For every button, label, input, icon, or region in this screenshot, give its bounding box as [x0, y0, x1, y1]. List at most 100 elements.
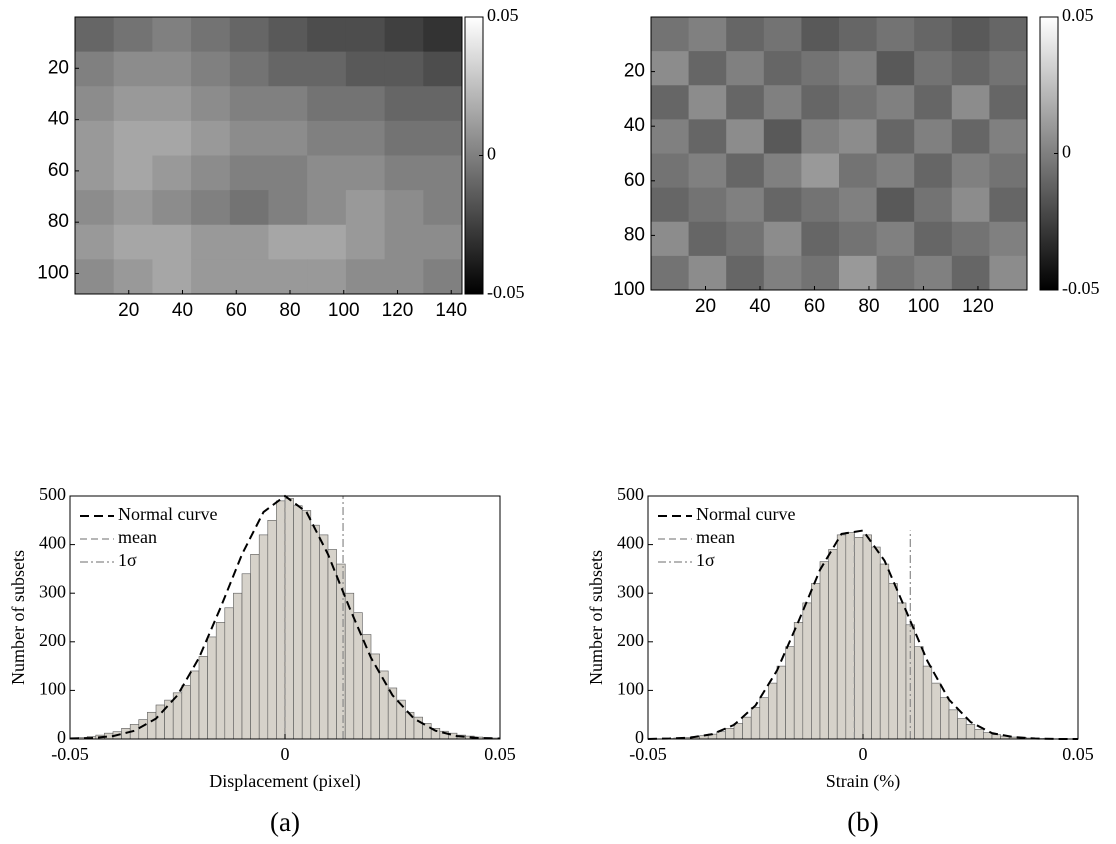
histogram-bar: [965, 724, 976, 740]
y-tick-label: 400: [617, 533, 644, 553]
colorbar-tick-label: 0: [487, 144, 496, 164]
heatmap-cell: [268, 17, 308, 53]
heatmap-cell: [651, 153, 690, 189]
y-tick-label: 500: [39, 484, 66, 504]
heatmap-cell: [763, 255, 802, 291]
x-tick-label: 100: [908, 296, 940, 317]
heatmap-cell: [651, 119, 690, 154]
y-tick-label: 500: [617, 484, 644, 504]
histogram-bar: [215, 622, 226, 740]
x-tick-label: 80: [279, 300, 300, 321]
heatmap-cell: [876, 221, 915, 257]
heatmap-cell: [229, 120, 269, 156]
heatmap-cell: [651, 221, 690, 257]
heatmap-cell: [914, 153, 953, 189]
heatmap-cell: [268, 51, 308, 87]
heatmap-cell: [113, 224, 153, 260]
histogram-bar: [914, 646, 924, 740]
heatmap-cell: [345, 120, 386, 156]
y-tick-label: 100: [37, 262, 69, 283]
y-tick-label: 300: [617, 581, 644, 601]
heatmap-cell: [951, 85, 990, 120]
heatmap-cell: [384, 17, 424, 53]
heatmap-cell: [345, 155, 386, 191]
heatmap-cell: [423, 224, 463, 260]
heatmap-cell: [229, 190, 269, 226]
heatmap-cell: [989, 153, 1028, 189]
heatmap-cell: [839, 17, 878, 52]
heatmap-cell: [726, 221, 765, 257]
y-tick-label: 40: [624, 115, 645, 136]
y-tick-label: 100: [617, 679, 644, 699]
heatmap-cell: [423, 17, 463, 53]
heatmap-cell: [914, 51, 953, 86]
heatmap-cell: [801, 51, 840, 86]
colorbar-tick-label: -0.05: [1062, 278, 1100, 298]
y-tick-label: 40: [48, 109, 69, 130]
heatmap-cell: [75, 86, 115, 122]
heatmap-cell: [345, 259, 386, 295]
heatmap-cell: [423, 51, 463, 87]
histogram-bar: [836, 534, 847, 740]
heatmap-cell: [307, 51, 347, 87]
heatmap-cell: [191, 224, 231, 260]
plot-frame: [650, 16, 1028, 291]
heatmap-cell: [75, 259, 115, 295]
colorbar-tick-label: 0.05: [487, 5, 519, 25]
heatmap-cell: [951, 153, 990, 189]
histogram-bar: [319, 534, 329, 740]
histogram-bar: [983, 732, 993, 740]
heatmap-cell: [651, 187, 690, 223]
heatmap-cell: [384, 259, 424, 295]
heatmap-cell: [688, 153, 727, 189]
heatmap-cell: [989, 119, 1028, 154]
heatmap-cell: [989, 255, 1028, 291]
y-tick-label: 400: [39, 533, 66, 553]
heatmap-cell: [384, 224, 424, 260]
histogram-bar: [974, 728, 984, 740]
x-axis-label: Displacement (pixel): [209, 771, 360, 792]
y-tick-label: 100: [613, 279, 645, 300]
histogram-bar: [750, 707, 761, 740]
heatmap-cell: [763, 187, 802, 223]
heatmap-cell: [152, 120, 192, 156]
heatmap-cell: [914, 85, 953, 120]
heatmap-cell: [914, 221, 953, 257]
heatmap-cell: [345, 51, 386, 87]
heatmap-cell: [876, 255, 915, 291]
colorbar-tick-label: 0.05: [1062, 5, 1094, 25]
y-tick-label: 0: [635, 727, 644, 747]
histogram-bar: [922, 665, 933, 740]
heatmap-cell: [268, 120, 308, 156]
heatmap-cell: [651, 51, 690, 86]
heatmap-cell: [423, 190, 463, 226]
histogram-bar: [819, 561, 829, 740]
heatmap-cell: [191, 120, 231, 156]
heatmap-cell: [307, 190, 347, 226]
heatmap-cell: [763, 153, 802, 189]
heatmap-cell: [989, 17, 1028, 52]
heatmap-cell: [75, 190, 115, 226]
heatmap-cell: [876, 153, 915, 189]
heatmap-cell: [951, 255, 990, 291]
histogram-bar: [293, 505, 303, 740]
x-tick-label: 40: [172, 300, 193, 321]
histogram-bar: [164, 699, 174, 740]
heatmap-cell: [914, 255, 953, 291]
heatmap-cell: [839, 85, 878, 120]
heatmap-cell: [951, 221, 990, 257]
y-tick-label: 20: [48, 57, 69, 78]
histogram-bar: [138, 719, 148, 740]
heatmap-cell: [989, 187, 1028, 223]
x-tick-label: 80: [858, 296, 879, 317]
heatmap-cell: [688, 255, 727, 291]
heatmap-cell: [801, 153, 840, 189]
caption: (a): [270, 807, 300, 837]
histogram-bar: [190, 670, 200, 740]
histogram-bar: [759, 697, 769, 740]
heatmap-cell: [113, 155, 153, 191]
heatmap-cell: [307, 120, 347, 156]
heatmap-cell: [268, 259, 308, 295]
histogram-bar: [362, 634, 372, 740]
histogram-bar: [224, 607, 234, 740]
